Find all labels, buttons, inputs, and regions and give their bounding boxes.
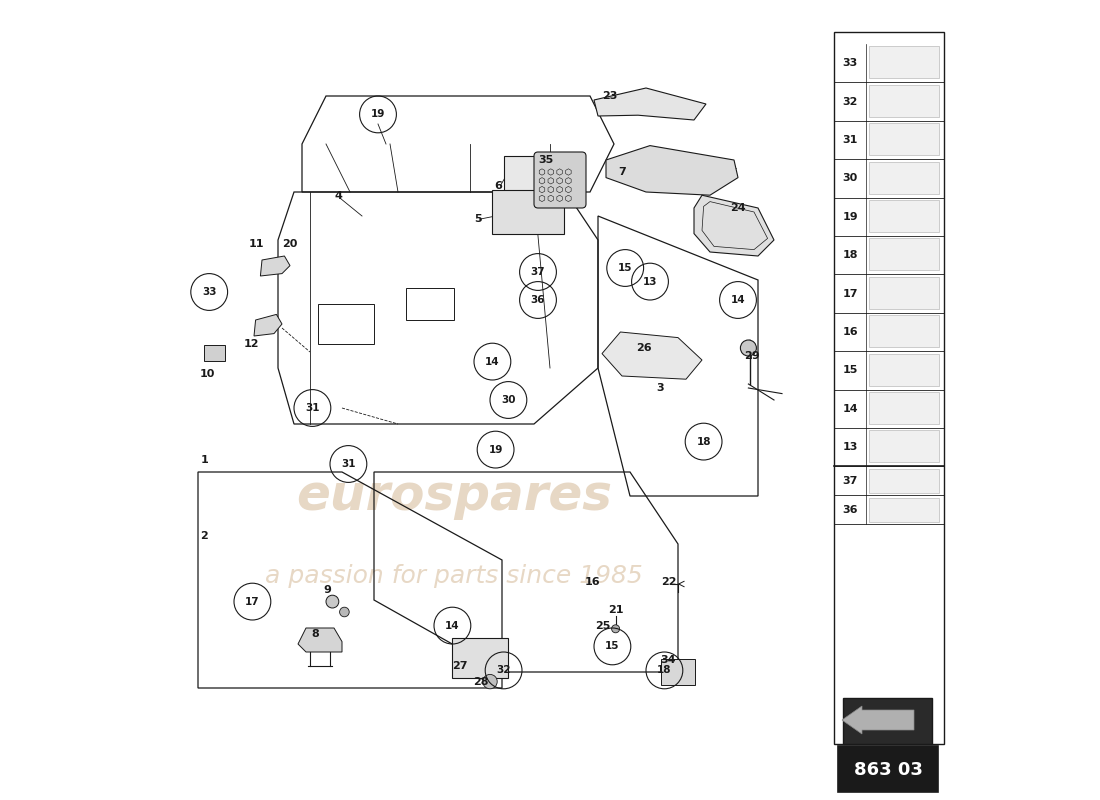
Polygon shape bbox=[254, 314, 282, 336]
Polygon shape bbox=[298, 628, 342, 652]
Polygon shape bbox=[261, 256, 290, 276]
Text: 36: 36 bbox=[843, 505, 858, 514]
Text: 15: 15 bbox=[618, 263, 632, 273]
Text: 34: 34 bbox=[660, 655, 675, 665]
FancyBboxPatch shape bbox=[869, 46, 938, 78]
Text: 12: 12 bbox=[244, 339, 260, 349]
Text: 15: 15 bbox=[843, 366, 858, 375]
Polygon shape bbox=[602, 332, 702, 379]
Text: a passion for parts since 1985: a passion for parts since 1985 bbox=[265, 564, 642, 588]
Text: 5: 5 bbox=[474, 214, 482, 224]
Text: 7: 7 bbox=[618, 167, 626, 177]
Text: 32: 32 bbox=[843, 97, 858, 106]
FancyBboxPatch shape bbox=[869, 162, 938, 194]
FancyBboxPatch shape bbox=[869, 85, 938, 117]
Text: 37: 37 bbox=[843, 476, 858, 486]
Text: 13: 13 bbox=[642, 277, 658, 286]
Text: 18: 18 bbox=[843, 250, 858, 260]
Text: 24: 24 bbox=[730, 203, 746, 213]
Text: 30: 30 bbox=[843, 174, 858, 183]
Text: 4: 4 bbox=[334, 191, 342, 201]
Text: 30: 30 bbox=[502, 395, 516, 405]
Text: 31: 31 bbox=[341, 459, 355, 469]
Text: 14: 14 bbox=[446, 621, 460, 630]
FancyArrow shape bbox=[842, 706, 914, 734]
Text: 28: 28 bbox=[473, 677, 488, 686]
FancyBboxPatch shape bbox=[493, 190, 563, 234]
Text: 863 03: 863 03 bbox=[854, 761, 923, 778]
Text: 37: 37 bbox=[530, 267, 546, 277]
Text: 19: 19 bbox=[488, 445, 503, 454]
Text: 21: 21 bbox=[608, 605, 624, 614]
FancyBboxPatch shape bbox=[869, 498, 938, 522]
Text: 36: 36 bbox=[530, 295, 546, 305]
Text: 6: 6 bbox=[494, 181, 502, 190]
Text: 19: 19 bbox=[371, 110, 385, 119]
FancyBboxPatch shape bbox=[869, 315, 938, 347]
FancyBboxPatch shape bbox=[204, 345, 226, 361]
FancyBboxPatch shape bbox=[661, 659, 695, 685]
Circle shape bbox=[612, 625, 619, 633]
Circle shape bbox=[740, 340, 757, 356]
FancyBboxPatch shape bbox=[505, 156, 563, 195]
Text: 13: 13 bbox=[843, 442, 858, 452]
Text: 3: 3 bbox=[657, 383, 664, 393]
Circle shape bbox=[340, 607, 349, 617]
Text: 1: 1 bbox=[200, 455, 208, 465]
FancyBboxPatch shape bbox=[869, 123, 938, 155]
Text: 31: 31 bbox=[305, 403, 320, 413]
FancyBboxPatch shape bbox=[869, 430, 938, 462]
Polygon shape bbox=[606, 146, 738, 195]
Text: 29: 29 bbox=[744, 351, 759, 361]
Text: 33: 33 bbox=[202, 287, 217, 297]
Text: 25: 25 bbox=[595, 621, 610, 630]
FancyBboxPatch shape bbox=[534, 152, 586, 208]
Text: 11: 11 bbox=[249, 239, 264, 249]
Text: 31: 31 bbox=[843, 135, 858, 145]
Text: eurospares: eurospares bbox=[296, 472, 612, 520]
Text: 8: 8 bbox=[311, 629, 319, 638]
Circle shape bbox=[326, 595, 339, 608]
Text: 2: 2 bbox=[200, 531, 208, 541]
Text: 23: 23 bbox=[603, 91, 618, 101]
Text: 16: 16 bbox=[584, 578, 601, 587]
FancyBboxPatch shape bbox=[869, 469, 938, 493]
FancyBboxPatch shape bbox=[869, 200, 938, 232]
Text: 18: 18 bbox=[696, 437, 711, 446]
Text: 14: 14 bbox=[730, 295, 746, 305]
Circle shape bbox=[483, 674, 497, 689]
Text: 27: 27 bbox=[452, 661, 468, 670]
Text: 32: 32 bbox=[496, 666, 510, 675]
FancyBboxPatch shape bbox=[843, 698, 933, 744]
Text: 18: 18 bbox=[657, 666, 672, 675]
Text: 15: 15 bbox=[605, 642, 619, 651]
Text: 14: 14 bbox=[843, 404, 858, 414]
Text: 10: 10 bbox=[200, 370, 216, 379]
FancyBboxPatch shape bbox=[869, 392, 938, 424]
Text: 17: 17 bbox=[843, 289, 858, 298]
Polygon shape bbox=[694, 195, 774, 256]
Text: 26: 26 bbox=[637, 343, 652, 353]
Text: 17: 17 bbox=[245, 597, 260, 606]
Polygon shape bbox=[594, 88, 706, 120]
Text: 20: 20 bbox=[283, 239, 298, 249]
FancyBboxPatch shape bbox=[869, 238, 938, 270]
Text: 19: 19 bbox=[843, 212, 858, 222]
FancyBboxPatch shape bbox=[838, 746, 938, 792]
Text: 33: 33 bbox=[843, 58, 858, 68]
Text: 35: 35 bbox=[538, 155, 553, 165]
FancyBboxPatch shape bbox=[869, 354, 938, 386]
Text: 22: 22 bbox=[661, 578, 676, 587]
Text: 14: 14 bbox=[485, 357, 499, 366]
FancyBboxPatch shape bbox=[452, 638, 507, 678]
FancyBboxPatch shape bbox=[869, 277, 938, 309]
Text: 9: 9 bbox=[323, 585, 331, 594]
Text: 16: 16 bbox=[843, 327, 858, 337]
